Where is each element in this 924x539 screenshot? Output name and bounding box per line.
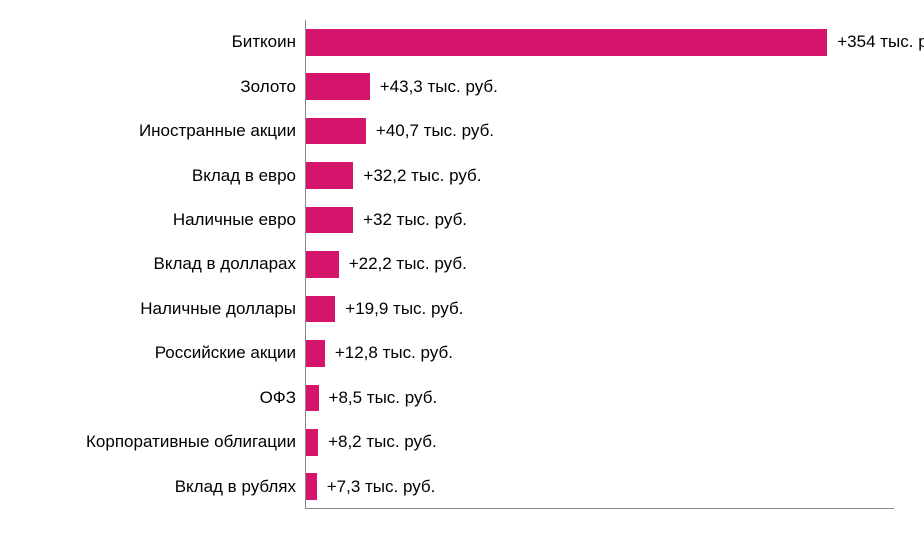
bar-rect <box>306 73 370 100</box>
bar-row: Вклад в рублях+7,3 тыс. руб. <box>306 465 894 509</box>
bar-rect <box>306 207 353 234</box>
bar-category-label: Золото <box>240 77 306 97</box>
bar-value-label: +354 тыс. руб. <box>827 32 924 52</box>
bar-row: ОФЗ+8,5 тыс. руб. <box>306 376 894 420</box>
bar-row: Корпоративные облигации+8,2 тыс. руб. <box>306 420 894 464</box>
bar-value-label: +43,3 тыс. руб. <box>370 77 498 97</box>
bar-value-label: +40,7 тыс. руб. <box>366 121 494 141</box>
bar-row: Биткоин+354 тыс. руб. <box>306 20 894 64</box>
bar-category-label: Российские акции <box>155 343 306 363</box>
bar-value-label: +8,5 тыс. руб. <box>319 388 438 408</box>
bar-rect <box>306 429 318 456</box>
bar-category-label: Вклад в долларах <box>154 254 306 274</box>
bar-value-label: +32 тыс. руб. <box>353 210 467 230</box>
bar-category-label: ОФЗ <box>260 388 306 408</box>
bar-row: Иностранные акции+40,7 тыс. руб. <box>306 109 894 153</box>
bar-value-label: +22,2 тыс. руб. <box>339 254 467 274</box>
bar-rect <box>306 385 319 412</box>
bar-row: Российские акции+12,8 тыс. руб. <box>306 331 894 375</box>
bar-value-label: +8,2 тыс. руб. <box>318 432 437 452</box>
bar-rect <box>306 340 325 367</box>
bar-row: Вклад в евро+32,2 тыс. руб. <box>306 153 894 197</box>
plot-area: Биткоин+354 тыс. руб.Золото+43,3 тыс. ру… <box>305 20 894 509</box>
bar-row: Наличные доллары+19,9 тыс. руб. <box>306 287 894 331</box>
bar-category-label: Наличные доллары <box>140 299 306 319</box>
bar-rect <box>306 118 366 145</box>
bar-value-label: +32,2 тыс. руб. <box>353 166 481 186</box>
bar-rect <box>306 29 827 56</box>
bar-category-label: Биткоин <box>232 32 306 52</box>
bar-value-label: +7,3 тыс. руб. <box>317 477 436 497</box>
bar-row: Вклад в долларах+22,2 тыс. руб. <box>306 242 894 286</box>
bar-row: Золото+43,3 тыс. руб. <box>306 64 894 108</box>
bar-row: Наличные евро+32 тыс. руб. <box>306 198 894 242</box>
bar-rect <box>306 251 339 278</box>
bar-category-label: Наличные евро <box>173 210 306 230</box>
bar-value-label: +12,8 тыс. руб. <box>325 343 453 363</box>
bar-rect <box>306 296 335 323</box>
bar-category-label: Корпоративные облигации <box>86 432 306 452</box>
bar-category-label: Вклад в евро <box>192 166 306 186</box>
bar-category-label: Вклад в рублях <box>175 477 306 497</box>
bar-category-label: Иностранные акции <box>139 121 306 141</box>
bar-value-label: +19,9 тыс. руб. <box>335 299 463 319</box>
chart-container: Биткоин+354 тыс. руб.Золото+43,3 тыс. ру… <box>0 0 924 539</box>
bar-rect <box>306 162 353 189</box>
bar-rect <box>306 473 317 500</box>
